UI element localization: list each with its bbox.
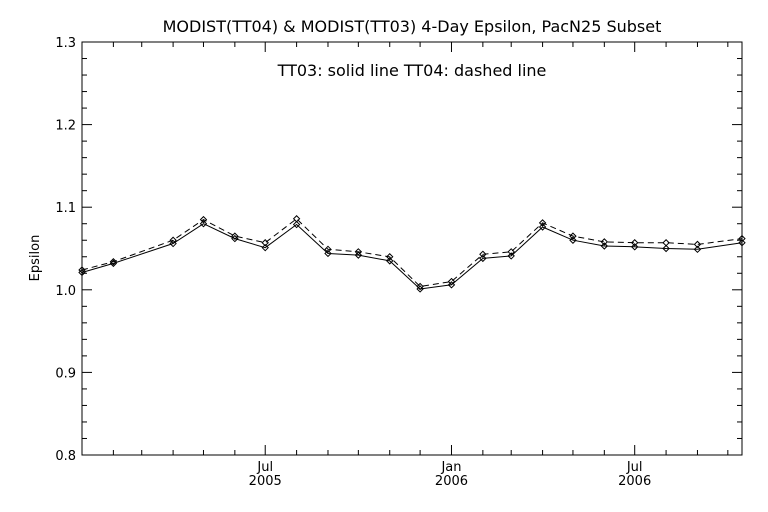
data-point-tt04	[538, 219, 547, 227]
data-point-tt04	[386, 253, 394, 261]
y-tick-label: 0.9	[55, 366, 76, 381]
y-tick-label: 1.1	[55, 201, 76, 216]
data-point-tt04	[324, 245, 332, 254]
data-point-tt04	[630, 239, 639, 247]
data-point-tt03	[538, 223, 547, 231]
data-point-tt04	[199, 215, 208, 224]
data-point-tt03	[738, 239, 746, 247]
data-point-tt03	[354, 251, 363, 259]
data-point-tt03	[507, 252, 515, 260]
plot-frame	[81, 41, 743, 456]
data-point-tt04	[109, 258, 118, 266]
data-point-tt03	[199, 220, 208, 228]
data-point-tt04	[693, 240, 702, 249]
data-point-tt03	[169, 239, 177, 248]
y-tick-label: 0.8	[55, 449, 76, 464]
data-point-tt04	[447, 277, 456, 286]
y-tick-label: 1.2	[55, 119, 76, 134]
data-point-tt04	[662, 239, 670, 247]
data-point-tt03	[662, 244, 670, 253]
chart-title: MODIST(TT04) & MODIST(TT03) 4-Day Epsilo…	[163, 17, 662, 36]
data-point-tt04	[231, 232, 239, 240]
legend-annotation: TT03: solid line TT04: dashed line	[277, 61, 547, 80]
data-point-tt03	[292, 220, 301, 229]
x-tick-label-month: Jul	[256, 460, 273, 475]
data-point-tt04	[569, 232, 577, 240]
data-point-tt03	[569, 236, 577, 244]
data-point-tt04	[416, 282, 424, 291]
data-point-tt04	[78, 266, 86, 274]
data-point-tt03	[600, 242, 609, 250]
data-point-tt04	[600, 238, 609, 246]
data-point-tt03	[630, 243, 639, 251]
y-tick-label: 1.0	[55, 284, 76, 299]
data-point-tt03	[479, 254, 487, 263]
series-line-tt04	[81, 218, 743, 288]
data-point-tt03	[447, 281, 456, 289]
data-point-tt03	[324, 249, 332, 258]
data-point-tt04	[507, 248, 515, 256]
x-tick-label-year: 2005	[249, 474, 282, 489]
data-point-tt03	[693, 245, 702, 254]
x-tick-label-year: 2006	[435, 474, 468, 489]
data-point-tt04	[261, 239, 269, 247]
y-tick-label: 1.3	[55, 36, 76, 51]
x-tick-label-month: Jan	[440, 460, 461, 475]
y-axis-label: Epsilon	[28, 235, 43, 282]
data-point-tt04	[169, 236, 177, 244]
x-tick-label-month: Jul	[626, 460, 643, 475]
x-tick-label-year: 2006	[618, 474, 651, 489]
data-point-tt04	[292, 215, 301, 223]
data-point-tt03	[386, 257, 394, 265]
data-point-tt04	[354, 248, 363, 256]
data-point-tt03	[261, 243, 269, 252]
data-point-tt04	[479, 250, 487, 258]
data-point-tt04	[738, 234, 746, 243]
